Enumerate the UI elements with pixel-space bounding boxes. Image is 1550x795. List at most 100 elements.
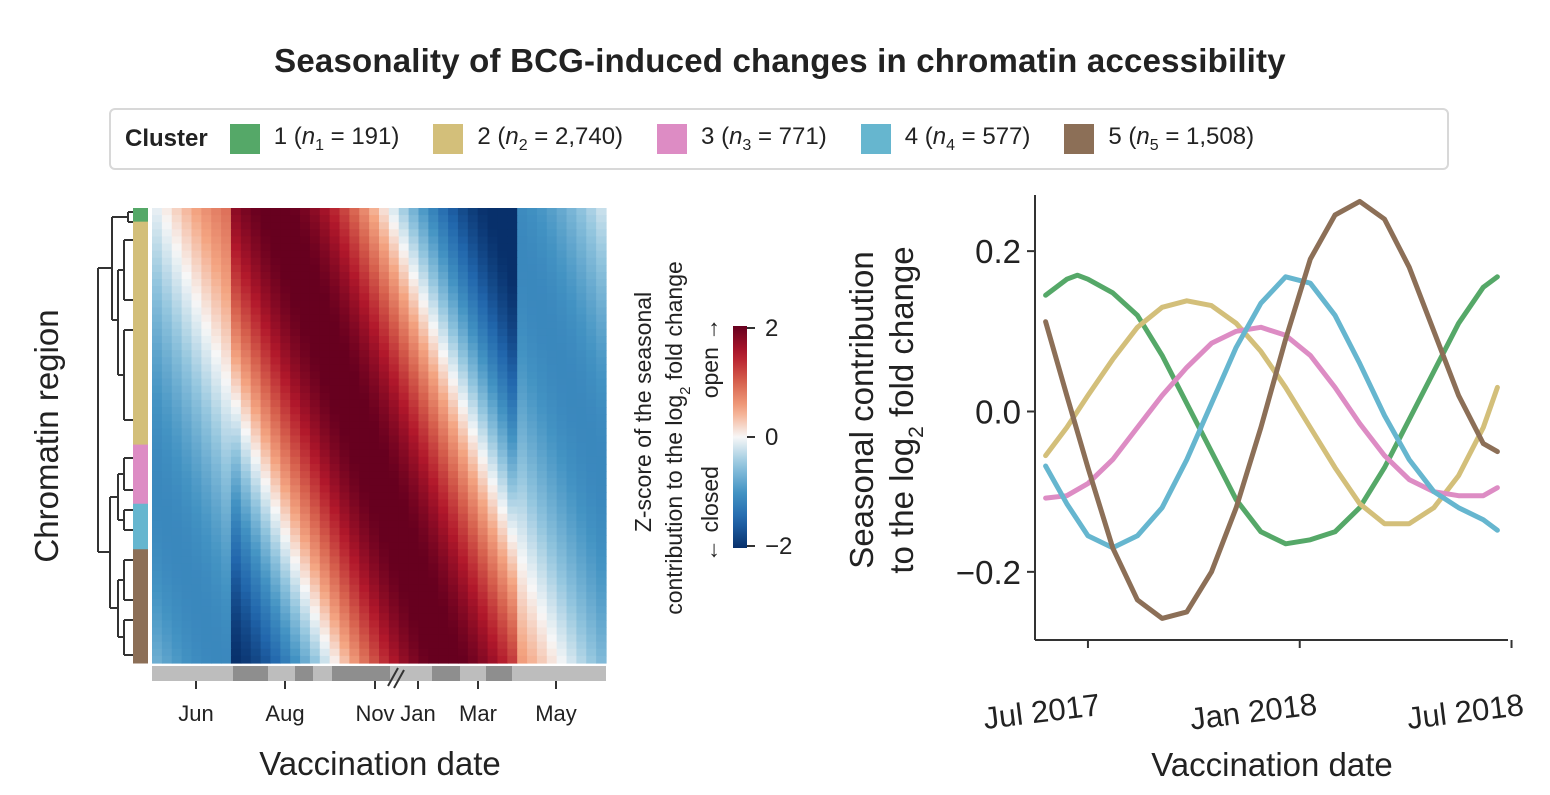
heatmap-cell — [467, 414, 479, 422]
heatmap-cell — [191, 563, 202, 572]
heatmap-cell — [586, 648, 597, 657]
heatmap-cell — [211, 471, 222, 479]
heatmap-cell — [270, 257, 281, 266]
heatmap-cell — [438, 335, 449, 344]
heatmap-cell — [280, 655, 291, 664]
heatmap-cell — [201, 364, 212, 373]
heatmap-cell — [388, 271, 400, 280]
heatmap-cell — [487, 236, 499, 245]
heatmap-cell — [171, 499, 183, 508]
heatmap-cell — [359, 599, 370, 607]
heatmap-cell — [152, 286, 163, 294]
heatmap-cell — [191, 570, 202, 579]
heatmap-cell — [379, 300, 390, 309]
heatmap-cell — [280, 435, 291, 444]
heatmap-cell — [309, 641, 321, 650]
heatmap-cell — [280, 456, 291, 465]
heatmap-cell — [339, 655, 350, 664]
heatmap-cell — [161, 378, 173, 387]
heatmap-cell — [477, 655, 489, 664]
heatmap-cell — [477, 307, 489, 316]
heatmap-cell — [379, 527, 390, 536]
heatmap-cell — [270, 307, 281, 316]
heatmap-cell — [556, 328, 568, 337]
heatmap-cell — [428, 627, 439, 636]
heatmap-cell — [438, 648, 449, 657]
dendrogram — [97, 211, 133, 656]
heatmap-cell — [556, 463, 568, 472]
heatmap-cell — [448, 641, 459, 650]
heatmap-cell — [379, 556, 390, 565]
heatmap-cell — [349, 236, 360, 245]
heatmap-cell — [379, 357, 390, 366]
heatmap-cell — [280, 527, 291, 536]
heatmap-cell — [517, 563, 528, 572]
heatmap-cell — [171, 449, 183, 458]
heatmap-cell — [467, 357, 479, 366]
heatmap-cell — [290, 271, 301, 280]
heatmap-cell — [398, 385, 410, 394]
line-x-tick-label: Jul 2018 — [1405, 687, 1526, 736]
heatmap-cell — [408, 613, 420, 621]
heatmap-cell — [448, 648, 459, 657]
heatmap-cell — [536, 208, 548, 216]
heatmap-cell — [546, 421, 558, 429]
heatmap-cell — [339, 321, 350, 330]
heatmap-cell — [438, 350, 449, 358]
heatmap-cell — [576, 343, 587, 351]
heatmap-cell — [270, 584, 281, 593]
heatmap-cell — [339, 449, 350, 458]
heatmap-cell — [418, 300, 429, 309]
heatmap-cell — [408, 407, 420, 415]
heatmap-cell — [457, 542, 469, 550]
heatmap-cell — [211, 634, 222, 643]
heatmap-cell — [448, 335, 459, 344]
heatmap-cell — [408, 335, 420, 344]
heatmap-cell — [527, 513, 538, 522]
heatmap-cell — [379, 492, 390, 501]
heatmap-cell — [497, 435, 508, 444]
heatmap-cell — [221, 300, 232, 309]
heatmap-cell — [309, 222, 321, 230]
heatmap-cell — [546, 364, 558, 373]
heatmap-cell — [379, 399, 390, 408]
heatmap-cell — [418, 314, 429, 323]
heatmap-cell — [546, 499, 558, 508]
heatmap-cell — [280, 463, 291, 472]
heatmap-cell — [586, 357, 597, 366]
heatmap-cell — [467, 407, 479, 415]
heatmap-cell — [171, 613, 183, 621]
heatmap-cell — [448, 613, 459, 621]
heatmap-cell — [240, 343, 252, 351]
heatmap-cell — [290, 499, 301, 508]
heatmap-cell — [527, 222, 538, 230]
dendrogram-branch — [123, 329, 133, 421]
heatmap-cell — [586, 421, 597, 429]
heatmap-cell — [221, 243, 232, 252]
heatmap-cell — [290, 293, 301, 302]
heatmap-cell — [517, 435, 528, 444]
heatmap-cell — [536, 599, 548, 607]
heatmap-cell — [467, 286, 479, 294]
heatmap-cell — [408, 236, 420, 245]
heatmap-cell — [280, 357, 291, 366]
heatmap-cell — [467, 478, 479, 486]
heatmap-cell — [467, 257, 479, 266]
heatmap-cell — [211, 599, 222, 607]
heatmap-cell — [388, 556, 400, 565]
heatmap-cell — [319, 314, 331, 323]
heatmap-cell — [300, 471, 311, 479]
heatmap-x-tick-label: Mar — [459, 701, 497, 726]
heatmap-cell — [250, 634, 262, 643]
heatmap-cell — [556, 378, 568, 387]
heatmap-cell — [418, 250, 429, 259]
heatmap-cell — [388, 378, 400, 387]
heatmap-cell — [280, 428, 291, 437]
heatmap-cell — [250, 250, 262, 259]
heatmap-cell — [211, 243, 222, 252]
heatmap-cell — [260, 243, 272, 252]
heatmap-cell — [250, 222, 262, 230]
heatmap-cell — [191, 343, 202, 351]
heatmap-cell — [211, 485, 222, 493]
heatmap-cell — [152, 250, 163, 259]
